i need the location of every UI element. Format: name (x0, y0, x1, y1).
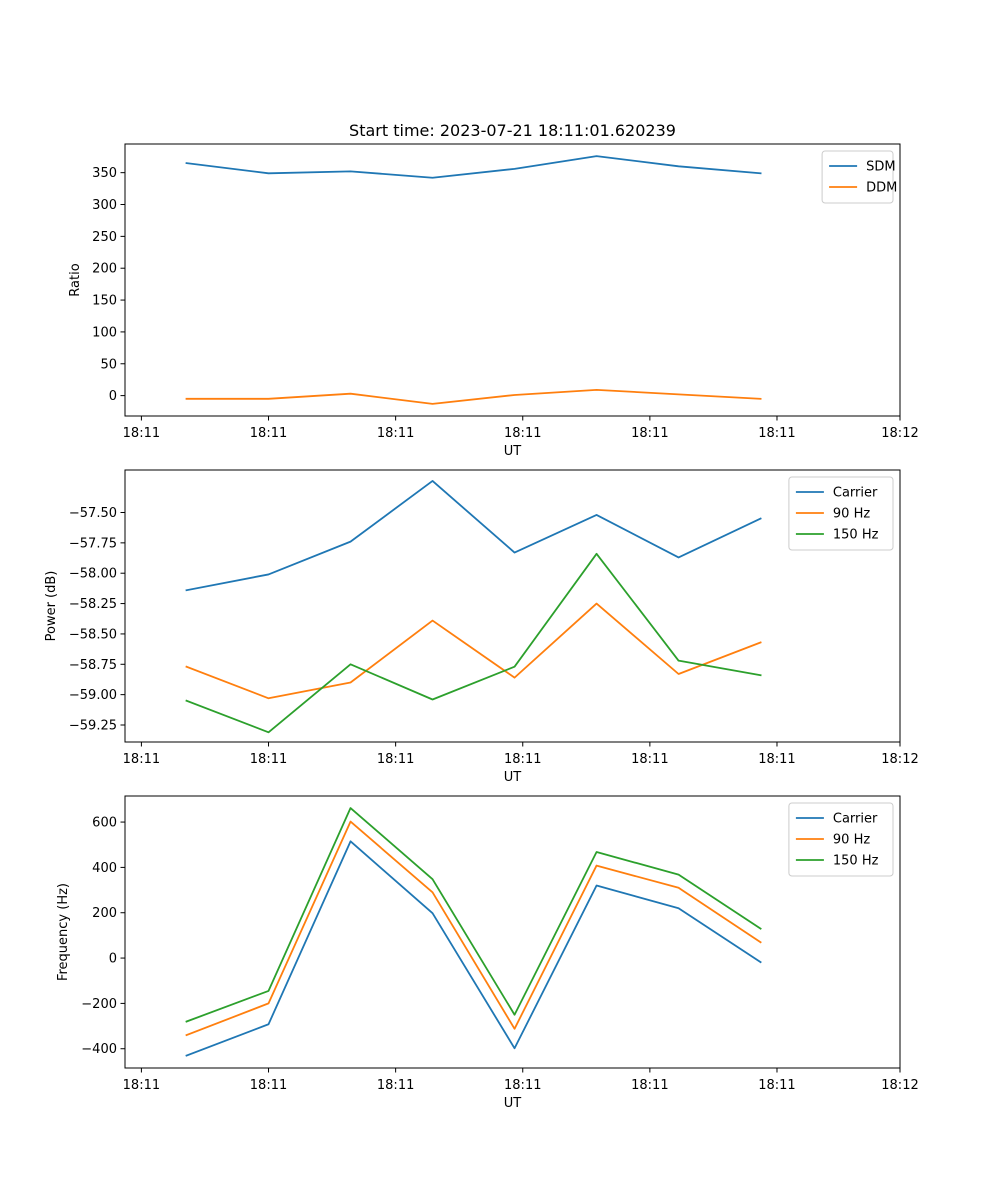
y-tick-label: −200 (81, 997, 117, 1012)
y-tick-label: −57.50 (69, 506, 117, 521)
y-tick-label: 200 (92, 262, 117, 277)
series-line-150-hz (185, 552, 762, 734)
y-tick-label: −400 (81, 1042, 117, 1057)
x-tick-label: 18:11 (123, 752, 160, 767)
legend-box (788, 476, 894, 551)
y-tick-label: 400 (92, 861, 117, 876)
x-tick-label: 18:12 (881, 752, 918, 767)
y-tick-label: 250 (92, 230, 117, 245)
x-axis-label: UT (504, 770, 522, 785)
legend: Carrier 90 Hz 150 Hz (788, 476, 894, 551)
legend-label: 150 Hz (833, 854, 879, 869)
series-line-carrier (185, 480, 762, 592)
axes-frame (124, 143, 901, 417)
x-tick-label: 18:11 (377, 426, 414, 441)
x-tick-label: 18:11 (123, 426, 160, 441)
x-tick-label: 18:12 (881, 1078, 918, 1093)
y-tick-label: −58.25 (69, 597, 117, 612)
legend-label: 90 Hz (833, 833, 870, 848)
x-tick-label: 18:11 (123, 1078, 160, 1093)
y-tick-label: 300 (92, 198, 117, 213)
y-tick-label: 600 (92, 816, 117, 831)
x-tick-label: 18:11 (504, 426, 541, 441)
chart-panel-2: 18:11 18:11 18:11 18:11 18:11 18:11 18:12 −59.2… (44, 469, 919, 785)
y-axis-label: Ratio (68, 263, 83, 296)
y-tick-label: 150 (92, 294, 117, 309)
chart-panel-1: 18:11 18:11 18:11 18:11 18:11 18:11 18:12 0 50 10… (68, 143, 919, 459)
y-tick-label: −58.50 (69, 627, 117, 642)
x-tick-label: 18:11 (377, 752, 414, 767)
y-tick-label: −57.75 (69, 536, 117, 551)
y-tick-label: −58.00 (69, 567, 117, 582)
x-axis-label: UT (504, 444, 522, 459)
plots-container: 18:11 18:11 18:11 18:11 18:11 18:11 18:12 0 50 10… (44, 143, 919, 1111)
legend-box (821, 150, 894, 204)
y-tick-label: −59.25 (69, 719, 117, 734)
legend-label: SDM (866, 160, 895, 175)
y-axis-label: Power (dB) (44, 571, 59, 642)
x-tick-label: 18:11 (758, 426, 795, 441)
y-tick-label: 0 (109, 389, 117, 404)
x-tick-label: 18:12 (881, 426, 918, 441)
x-tick-label: 18:11 (504, 752, 541, 767)
x-tick-label: 18:11 (758, 1078, 795, 1093)
x-tick-label: 18:11 (758, 752, 795, 767)
series-line-ddm (185, 388, 762, 405)
y-tick-label: 100 (92, 325, 117, 340)
y-tick-label: −59.00 (69, 688, 117, 703)
legend-label: DDM (866, 181, 897, 196)
series-line-90-hz (185, 602, 762, 700)
axes-frame (124, 795, 901, 1069)
x-tick-label: 18:11 (631, 1078, 668, 1093)
x-tick-label: 18:11 (631, 752, 668, 767)
legend: Carrier 90 Hz 150 Hz (788, 802, 894, 877)
legend-label: 90 Hz (833, 507, 870, 522)
chart-panel-3: 18:11 18:11 18:11 18:11 18:11 18:11 18:12 −400 −… (56, 795, 919, 1111)
y-axis-label: Frequency (Hz) (56, 883, 71, 981)
x-tick-label: 18:11 (250, 1078, 287, 1093)
x-tick-label: 18:11 (250, 752, 287, 767)
series-line-carrier (185, 840, 762, 1057)
x-tick-label: 18:11 (631, 426, 668, 441)
legend-label: Carrier (833, 812, 878, 827)
y-tick-label: −58.75 (69, 658, 117, 673)
legend-box (788, 802, 894, 877)
legend: SDM DDM (821, 150, 897, 204)
y-tick-label: 0 (109, 952, 117, 967)
series-line-90-hz (185, 820, 762, 1037)
figure-title: Start time: 2023-07-21 18:11:01.620239 (349, 121, 676, 140)
axes-frame (124, 469, 901, 743)
x-tick-label: 18:11 (377, 1078, 414, 1093)
y-tick-label: 50 (100, 357, 117, 372)
y-tick-label: 350 (92, 166, 117, 181)
legend-label: Carrier (833, 486, 878, 501)
x-axis-label: UT (504, 1096, 522, 1111)
series-line-150-hz (185, 807, 762, 1023)
x-tick-label: 18:11 (250, 426, 287, 441)
series-line-sdm (185, 155, 762, 179)
x-tick-label: 18:11 (504, 1078, 541, 1093)
legend-label: 150 Hz (833, 528, 879, 543)
y-tick-label: 200 (92, 906, 117, 921)
